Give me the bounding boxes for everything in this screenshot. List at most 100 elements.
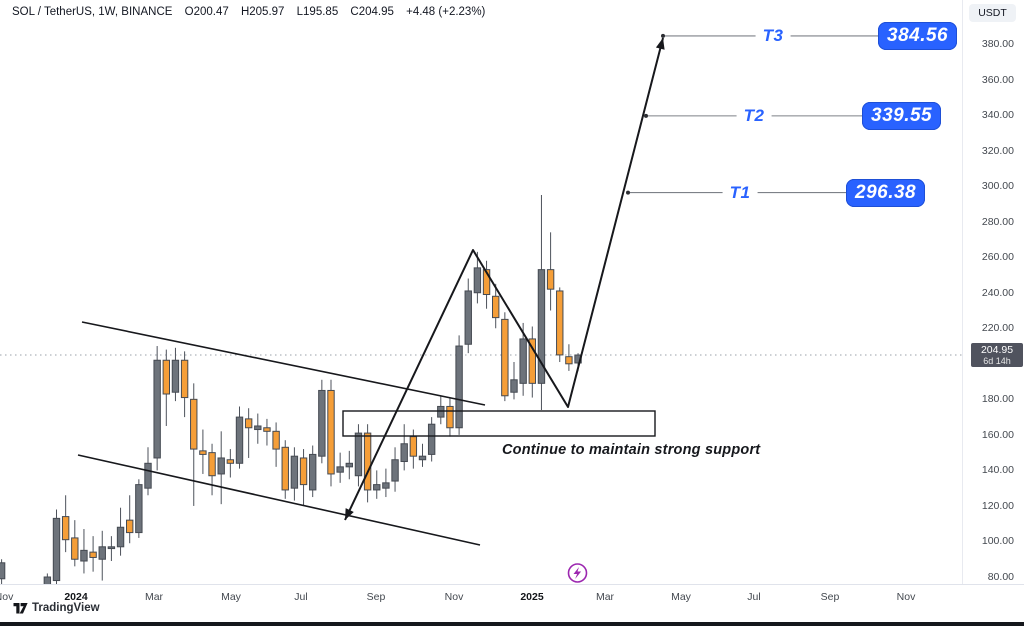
candle-body-down	[546, 269, 555, 290]
candle-body-up	[427, 423, 436, 455]
price-axis[interactable]: USDT 204.95 6d 14h 380.00 360.00 340.00 320…	[962, 0, 1024, 584]
candle-body-up	[464, 290, 472, 345]
projection-zigzag-line[interactable]	[344, 37, 664, 521]
time-tick-label-2025: 2025	[520, 591, 544, 603]
candle-body-up	[309, 453, 317, 491]
arrowhead-icon	[345, 508, 354, 520]
candle-body-up	[144, 462, 152, 489]
time-tick-label-nov: Nov	[896, 591, 916, 603]
time-tick-label-nov: Nov	[444, 591, 464, 603]
tradingview-logo-icon	[13, 602, 28, 613]
descending-channel-lower-trendline[interactable]	[77, 454, 481, 546]
candle-body-down	[482, 269, 491, 296]
symbol-title[interactable]: SOL / TetherUS, 1W, BINANCE	[12, 6, 173, 18]
candle-body-up	[116, 526, 125, 548]
time-tick-label-jul: Jul	[747, 591, 761, 603]
candle-body-down	[208, 452, 216, 477]
candle-body-up	[373, 484, 381, 491]
time-tick-label-nov: Nov	[0, 591, 14, 603]
candle-body-up	[80, 549, 88, 562]
tradingview-logo-text: TradingView	[32, 602, 100, 614]
candle-body-down	[272, 430, 280, 450]
target-anchor-dot	[661, 33, 665, 38]
candle-body-down	[199, 450, 207, 455]
candle-body-down	[89, 551, 97, 558]
candle-body-up	[345, 462, 354, 468]
candle-body-up	[336, 466, 344, 473]
bar-countdown: 6d 14h	[983, 356, 1011, 366]
candle-body-down	[190, 398, 198, 450]
candle-body-down	[263, 427, 271, 432]
window-bottom-edge	[0, 622, 1024, 626]
candle-body-up	[98, 546, 106, 560]
time-axis[interactable]: Nov 2024 Mar May Jul Sep Nov 2025 Mar May Jul Sep No…	[0, 584, 1024, 622]
price-tick-label: 380.00	[981, 38, 1014, 50]
candle-body-down	[565, 356, 573, 365]
candle-body-up	[455, 345, 463, 429]
candle-body-up	[43, 576, 52, 584]
candle-body-down	[446, 405, 454, 429]
candle-body-down	[492, 295, 500, 319]
candle-body-up	[437, 405, 445, 418]
candle-body-up	[171, 359, 180, 393]
price-tick-label: 140.00	[981, 464, 1014, 477]
candle-body-up	[318, 389, 326, 457]
support-zone-box[interactable]	[342, 410, 656, 437]
candle-body-down	[244, 418, 253, 429]
candle-body-down	[71, 537, 79, 560]
price-tick-label: 100.00	[981, 535, 1014, 548]
descending-channel-upper-trendline[interactable]	[81, 321, 486, 406]
current-price-badge[interactable]: 204.95 6d 14h	[971, 343, 1023, 367]
candle-body-down	[556, 290, 564, 356]
candle-body-up	[473, 267, 482, 294]
price-tick-label: 80.00	[987, 571, 1014, 583]
price-tick-label: 360.00	[981, 73, 1014, 86]
candle-body-up	[254, 425, 262, 431]
candle-body-down	[162, 359, 171, 395]
price-tick-label: 120.00	[981, 499, 1014, 512]
candle-body-up	[107, 546, 116, 550]
candle-body-up	[354, 432, 363, 477]
candle-body-up	[418, 455, 427, 461]
symbol-legend: SOL / TetherUS, 1W, BINANCE O200.47 H205…	[12, 6, 485, 22]
candle-body-up	[382, 482, 390, 489]
candle-body-down	[226, 459, 235, 464]
candle-body-up	[519, 338, 527, 384]
candle-body-down	[528, 338, 536, 384]
candle-body-up	[135, 484, 143, 534]
candle-body-up	[235, 416, 244, 464]
candle-body-up	[0, 562, 6, 580]
ohlc-high: H205.97	[240, 6, 285, 18]
price-tick-label: 240.00	[981, 286, 1014, 299]
time-tick-label-sep: Sep	[820, 591, 840, 603]
candle-body-up	[537, 269, 546, 384]
target-anchor-dot	[644, 113, 648, 118]
price-tick-label: 300.00	[981, 180, 1014, 193]
target-anchor-dot	[626, 190, 630, 195]
time-tick-label-sep: Sep	[366, 591, 386, 603]
time-tick-label-may: May	[221, 591, 241, 603]
tradingview-logo[interactable]: TradingView	[13, 600, 100, 616]
candle-body-down	[180, 359, 189, 399]
candle-body-down	[299, 457, 308, 486]
candle-body-up	[391, 459, 399, 482]
candle-body-up	[290, 455, 299, 489]
time-tick-label-mar: Mar	[144, 591, 164, 603]
price-tick-label: 320.00	[981, 144, 1014, 157]
time-tick-label-may: May	[671, 591, 691, 603]
time-tick-label-mar: Mar	[595, 591, 615, 603]
ohlc-close: C204.95	[350, 6, 394, 18]
current-price-value: 204.95	[980, 344, 1014, 356]
lightning-bolt-glyph	[573, 567, 582, 579]
price-tick-label: 220.00	[981, 322, 1014, 335]
currency-toggle-button[interactable]: USDT	[969, 4, 1016, 22]
candle-body-down	[409, 436, 418, 457]
price-tick-label: 180.00	[981, 393, 1014, 406]
candle-body-down	[327, 389, 335, 475]
candle-body-up	[510, 379, 518, 393]
chart-plot-area[interactable]	[0, 0, 1024, 584]
time-tick-label-2024: 2024	[64, 591, 88, 603]
candle-body-down	[126, 519, 134, 534]
candle-body-up	[153, 359, 161, 459]
